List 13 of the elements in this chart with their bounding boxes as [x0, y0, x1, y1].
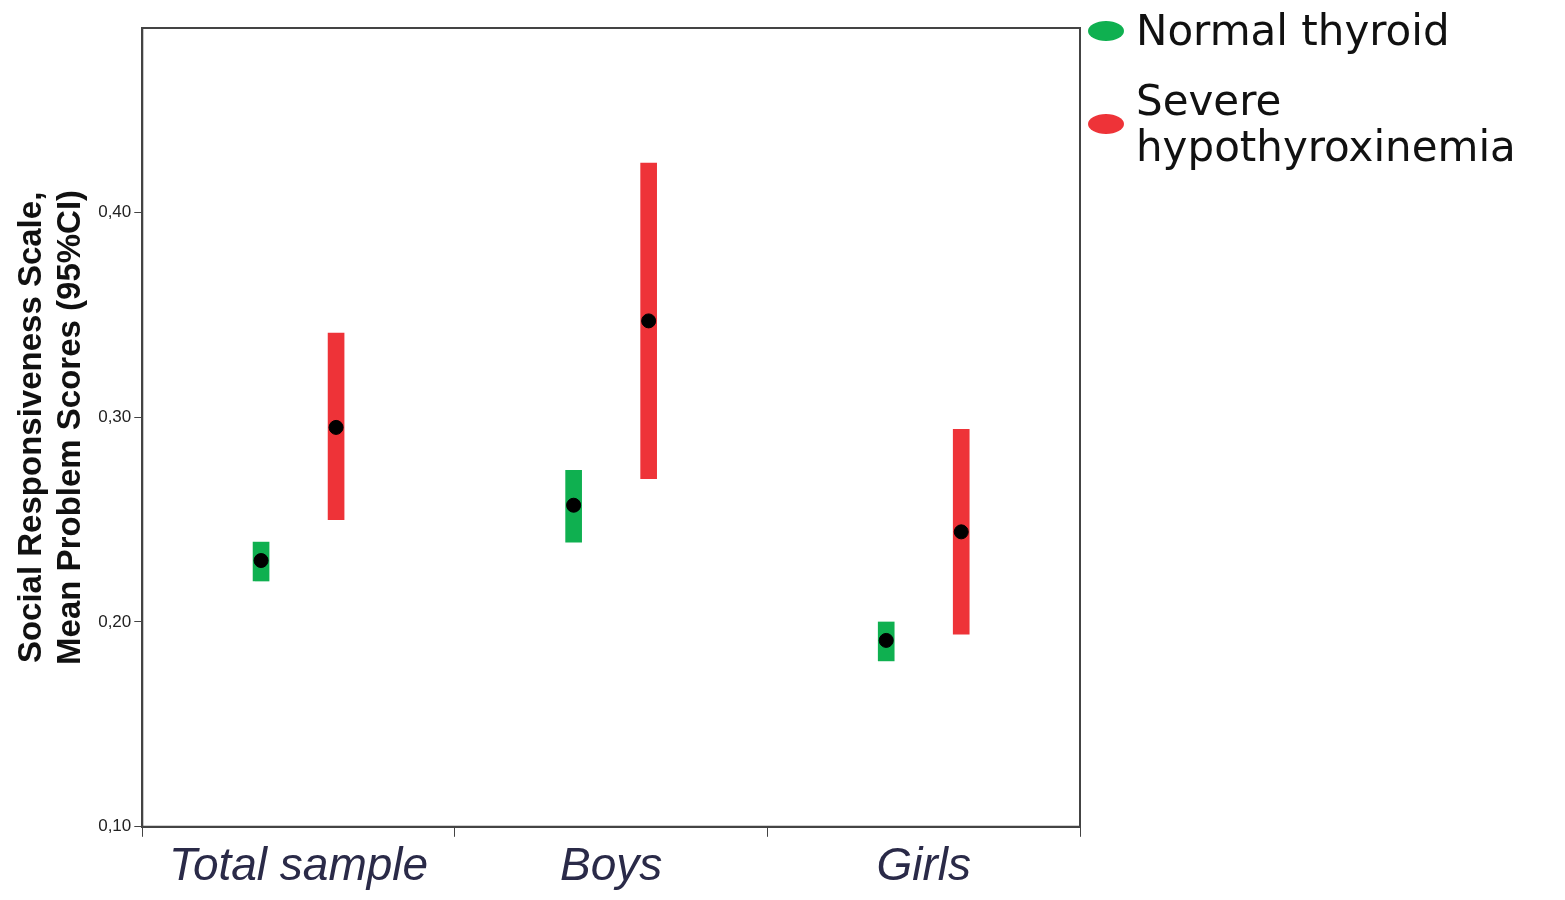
x-tick-label: Girls [876, 838, 971, 891]
y-tick-label: 0,20 [98, 611, 132, 631]
x-tick-label: Total sample [169, 838, 429, 891]
bar [952, 429, 970, 635]
bar [640, 162, 657, 479]
legend-label: Normal thyroid [1136, 6, 1451, 55]
bar [327, 332, 345, 520]
y-tick-label: 0,30 [98, 406, 132, 426]
y-tick-label: 0,40 [98, 202, 132, 222]
y-tick-label: 0,10 [98, 816, 132, 836]
y-axis-title: Social Responsiveness Scale, Mean Problem Scores (95%CI) [10, 189, 88, 665]
legend-label: Severe hypothyroxinemia [1136, 76, 1517, 171]
x-tick-label: Boys [560, 838, 663, 891]
